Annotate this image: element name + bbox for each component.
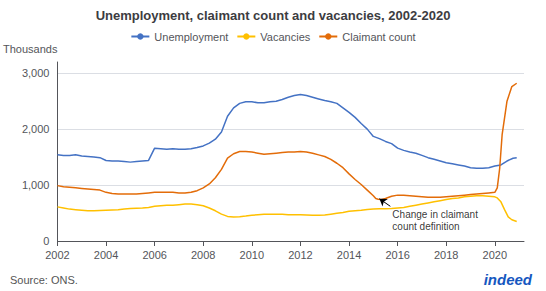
svg-text:2020: 2020 xyxy=(483,249,507,261)
svg-text:2004: 2004 xyxy=(94,249,118,261)
svg-text:3,000: 3,000 xyxy=(22,67,50,79)
svg-text:Change in claimant: Change in claimant xyxy=(392,209,478,220)
svg-text:2018: 2018 xyxy=(434,249,458,261)
svg-text:0: 0 xyxy=(43,235,49,247)
svg-text:Thousands: Thousands xyxy=(3,43,58,55)
svg-text:2006: 2006 xyxy=(142,249,166,261)
svg-text:2008: 2008 xyxy=(191,249,215,261)
svg-text:1,000: 1,000 xyxy=(22,179,50,191)
svg-text:2012: 2012 xyxy=(288,249,312,261)
svg-text:2010: 2010 xyxy=(240,249,264,261)
svg-text:Unemployment: Unemployment xyxy=(154,31,228,43)
svg-text:2,000: 2,000 xyxy=(22,123,50,135)
svg-text:2016: 2016 xyxy=(385,249,409,261)
svg-text:Source: ONS.: Source: ONS. xyxy=(10,274,78,286)
svg-text:2002: 2002 xyxy=(45,249,69,261)
svg-text:count definition: count definition xyxy=(392,221,459,232)
svg-text:indeed: indeed xyxy=(484,271,533,288)
svg-text:2014: 2014 xyxy=(337,249,361,261)
svg-text:Unemployment, claimant count a: Unemployment, claimant count and vacanci… xyxy=(96,8,451,23)
svg-text:Claimant count: Claimant count xyxy=(342,31,415,43)
svg-text:Vacancies: Vacancies xyxy=(260,31,310,43)
